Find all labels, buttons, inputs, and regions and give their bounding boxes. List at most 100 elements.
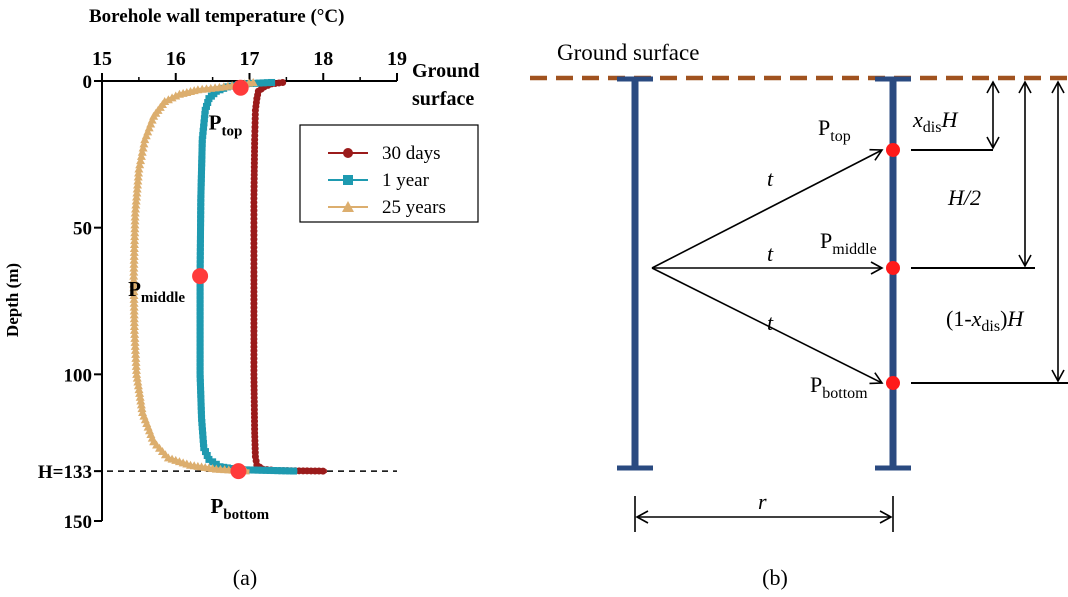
series-marker [133, 176, 143, 185]
series-marker [196, 288, 204, 296]
legend-marker [343, 148, 353, 158]
series-marker [130, 345, 140, 354]
series-marker [278, 467, 286, 475]
series-marker [196, 296, 204, 304]
panel-b-diagram: Ground surface t t t Ptop Pmiddle Pbotto… [530, 40, 1068, 590]
series-marker [134, 385, 144, 394]
series-marker [196, 378, 204, 386]
series-marker [132, 188, 142, 197]
series-marker [196, 343, 204, 351]
series-marker [196, 331, 204, 339]
series-marker [199, 131, 207, 139]
series-marker [196, 304, 204, 312]
series-marker [199, 439, 207, 447]
series-marker [131, 196, 141, 205]
p-bottom-point [886, 376, 900, 390]
p-top-label: Ptop [818, 115, 851, 145]
series-marker [196, 355, 204, 363]
y-axis: 0 50 100 H=133 150 [38, 72, 103, 533]
series-marker [200, 123, 208, 131]
series-marker [140, 135, 150, 144]
series-marker [197, 227, 205, 235]
series-marker [259, 79, 267, 87]
series-marker [129, 251, 139, 260]
poi-label-bottom: Pbottom [210, 494, 269, 523]
borehole-pipes [617, 76, 911, 471]
y-tick-label: 150 [64, 512, 93, 533]
series-marker [132, 369, 142, 378]
series-marker [201, 448, 209, 456]
series-marker [196, 319, 204, 327]
series-marker [196, 366, 204, 374]
y-tick-label: 50 [73, 219, 92, 240]
series-marker [131, 361, 141, 370]
series-marker [197, 207, 205, 215]
series-marker [133, 180, 143, 189]
x-tick-label: 17 [240, 48, 260, 70]
series-marker [129, 325, 139, 334]
series-marker [196, 351, 204, 359]
series-marker [130, 216, 140, 225]
series-marker [129, 247, 139, 256]
series-marker [197, 386, 205, 394]
series-marker [130, 232, 140, 241]
series-marker [129, 263, 139, 272]
series-marker [196, 239, 204, 247]
series-marker [130, 220, 140, 229]
series-marker [131, 204, 141, 213]
series-marker [204, 99, 212, 107]
series-marker [196, 284, 204, 292]
series-marker [197, 406, 205, 414]
series-marker [196, 370, 204, 378]
legend-entries: 30 days 1 year 25 years [328, 143, 446, 218]
series-marker [132, 373, 142, 382]
y-tick-label: H=133 [38, 462, 92, 483]
series-marker [134, 168, 144, 177]
series-marker [282, 467, 290, 475]
series-marker [196, 315, 204, 323]
series-marker [196, 292, 204, 300]
series-marker [196, 382, 204, 390]
series-marker [132, 184, 142, 193]
x-tick-label: 18 [313, 48, 333, 70]
series-marker [132, 192, 142, 201]
series-marker [200, 115, 208, 123]
arrow-t-bottom [651, 267, 884, 385]
series-marker [196, 252, 204, 260]
series-marker [196, 307, 204, 315]
p-bottom-label: Pbottom [810, 372, 868, 402]
series-marker [196, 339, 204, 347]
series-marker [263, 79, 271, 87]
series-marker [130, 333, 140, 342]
series-marker [139, 139, 149, 148]
series-marker [198, 163, 206, 171]
series-marker [135, 392, 145, 401]
series-marker [198, 136, 206, 144]
poi-marker-middle [192, 268, 209, 285]
series-marker [196, 256, 204, 264]
series-marker [268, 78, 276, 86]
y-tick-label: 0 [83, 72, 93, 93]
dim-label-xdisH: xdisH [912, 107, 958, 136]
series-marker [198, 147, 206, 155]
series-marker [262, 466, 270, 474]
series-marker [197, 190, 205, 198]
series-marker [129, 240, 139, 249]
series-marker [209, 458, 217, 466]
series-marker [197, 183, 205, 191]
series-marker [131, 349, 141, 358]
series-marker [131, 353, 141, 362]
panel-a-chart: Borehole wall temperature (°C) 15 16 17 18 1… [3, 6, 479, 590]
series-marker [198, 140, 206, 148]
series-marker [197, 179, 205, 187]
legend-label: 1 year [382, 170, 430, 191]
series-marker [196, 374, 204, 382]
series-marker [196, 248, 204, 256]
series-marker [197, 194, 205, 202]
series-marker [196, 231, 204, 239]
series-marker [129, 255, 139, 264]
series-marker [197, 390, 205, 398]
series-marker [246, 466, 254, 474]
series-marker [130, 224, 140, 233]
series-marker [199, 427, 207, 435]
